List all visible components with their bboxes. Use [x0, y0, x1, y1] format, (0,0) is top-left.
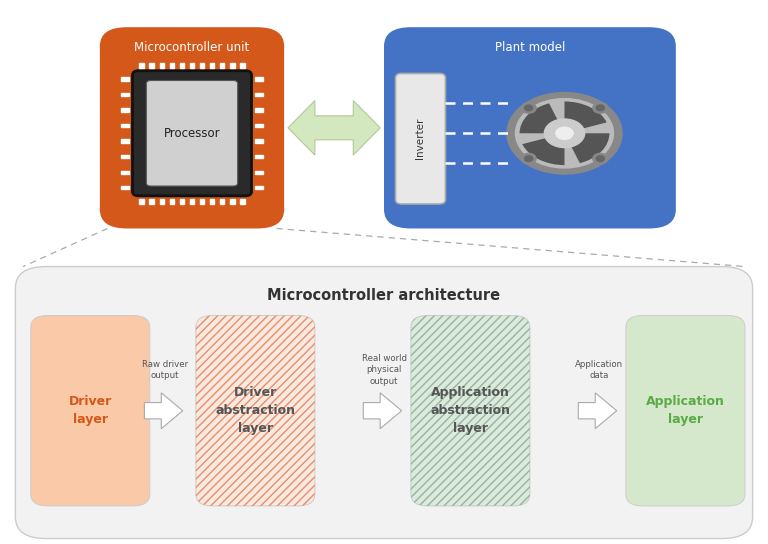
Text: Application
abstraction
layer: Application abstraction layer: [430, 386, 511, 435]
Circle shape: [525, 156, 533, 162]
Bar: [255, 93, 263, 96]
Wedge shape: [519, 103, 564, 133]
Wedge shape: [564, 133, 610, 163]
Bar: [150, 199, 154, 204]
Text: Processor: Processor: [164, 127, 220, 140]
Circle shape: [507, 92, 622, 174]
Circle shape: [593, 103, 607, 113]
Bar: [140, 199, 144, 204]
Bar: [121, 139, 128, 143]
Bar: [255, 77, 263, 81]
Polygon shape: [144, 393, 183, 429]
Circle shape: [596, 156, 604, 162]
Circle shape: [596, 105, 604, 111]
FancyBboxPatch shape: [196, 316, 315, 506]
FancyBboxPatch shape: [100, 27, 284, 228]
Bar: [240, 63, 244, 68]
Circle shape: [521, 153, 536, 164]
Bar: [210, 199, 214, 204]
Text: Application
layer: Application layer: [646, 395, 725, 426]
Bar: [150, 63, 154, 68]
Polygon shape: [288, 101, 380, 155]
Bar: [160, 63, 164, 68]
FancyBboxPatch shape: [411, 316, 530, 506]
Bar: [230, 63, 234, 68]
Text: Real world
physical
output: Real world physical output: [362, 354, 406, 386]
Bar: [190, 63, 194, 68]
Bar: [255, 155, 263, 158]
Bar: [200, 199, 204, 204]
Bar: [230, 199, 234, 204]
Bar: [180, 199, 184, 204]
Bar: [121, 155, 128, 158]
Circle shape: [556, 127, 573, 139]
Bar: [255, 124, 263, 127]
Bar: [160, 199, 164, 204]
Text: Microcontroller unit: Microcontroller unit: [134, 41, 250, 54]
Circle shape: [545, 119, 584, 147]
FancyBboxPatch shape: [146, 81, 238, 186]
Circle shape: [515, 98, 614, 168]
Wedge shape: [564, 102, 607, 133]
Bar: [121, 108, 128, 112]
Bar: [140, 63, 144, 68]
FancyBboxPatch shape: [396, 73, 445, 204]
FancyBboxPatch shape: [31, 316, 150, 506]
Bar: [121, 186, 128, 189]
FancyBboxPatch shape: [384, 27, 676, 228]
Text: Microcontroller architecture: Microcontroller architecture: [267, 288, 501, 304]
Text: Application
data: Application data: [575, 360, 623, 380]
Circle shape: [521, 103, 536, 113]
FancyBboxPatch shape: [132, 71, 252, 196]
Wedge shape: [522, 133, 564, 165]
Polygon shape: [363, 393, 402, 429]
Text: Plant model: Plant model: [495, 41, 565, 54]
FancyBboxPatch shape: [15, 267, 753, 539]
Bar: [210, 63, 214, 68]
Bar: [180, 63, 184, 68]
Bar: [121, 77, 128, 81]
Bar: [220, 63, 224, 68]
Polygon shape: [578, 393, 617, 429]
Bar: [121, 93, 128, 96]
Text: Driver
layer: Driver layer: [68, 395, 112, 426]
Text: Inverter: Inverter: [415, 118, 425, 159]
Circle shape: [525, 105, 533, 111]
Circle shape: [593, 153, 607, 164]
Bar: [200, 63, 204, 68]
Bar: [255, 139, 263, 143]
Bar: [220, 199, 224, 204]
Bar: [121, 124, 128, 127]
Bar: [255, 108, 263, 112]
Text: Driver
abstraction
layer: Driver abstraction layer: [215, 386, 296, 435]
Bar: [240, 199, 244, 204]
Bar: [255, 186, 263, 189]
Bar: [255, 170, 263, 174]
Bar: [121, 170, 128, 174]
Bar: [170, 199, 174, 204]
FancyBboxPatch shape: [626, 316, 745, 506]
Text: Raw driver
output: Raw driver output: [142, 360, 188, 380]
Bar: [170, 63, 174, 68]
Bar: [190, 199, 194, 204]
